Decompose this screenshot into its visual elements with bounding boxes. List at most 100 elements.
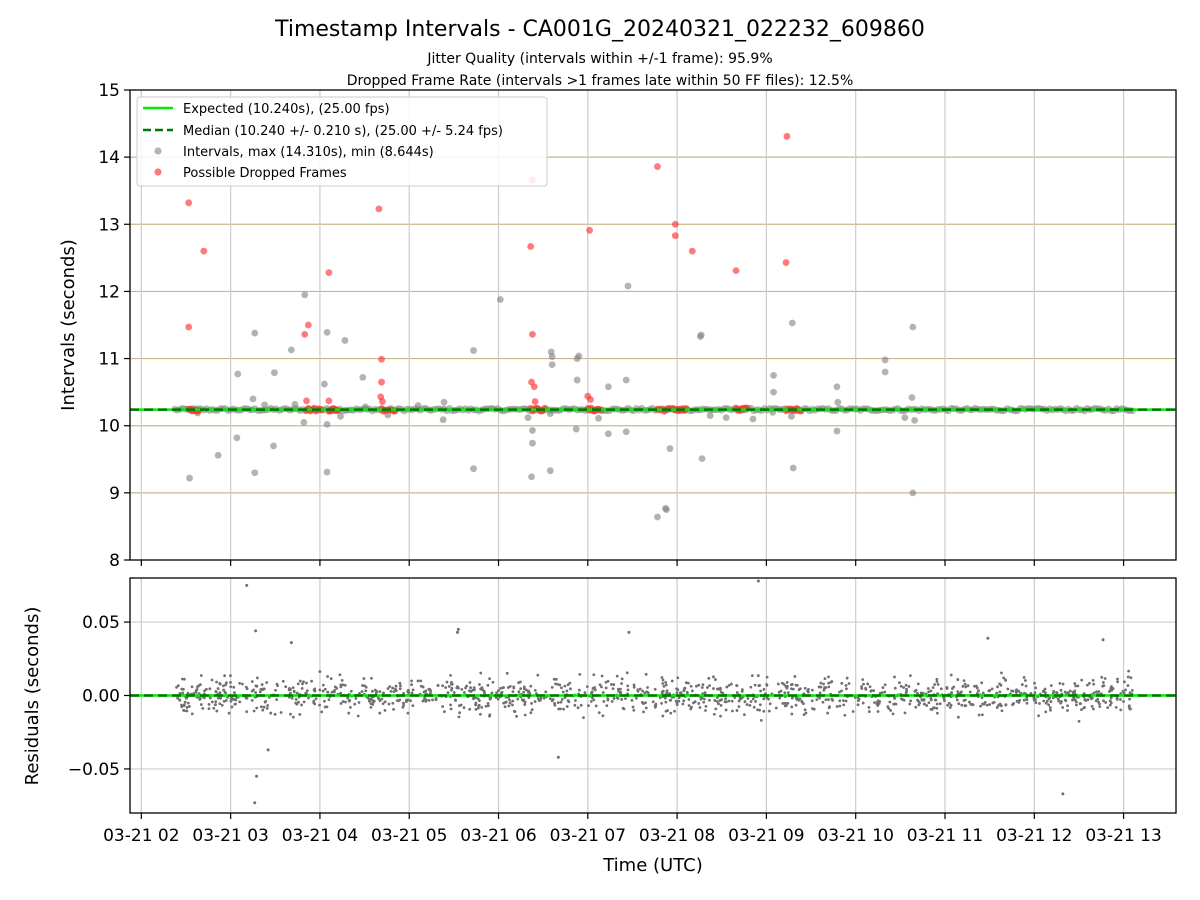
residual-point: [1061, 792, 1065, 796]
residual-point: [598, 683, 602, 687]
residual-point: [1092, 691, 1096, 695]
residual-point: [663, 696, 667, 700]
residual-point: [476, 706, 480, 710]
residual-point: [876, 704, 880, 707]
residual-point: [797, 698, 801, 702]
interval-point: [595, 414, 602, 422]
residual-point: [1058, 681, 1062, 685]
residual-point: [604, 686, 608, 690]
residual-point: [803, 686, 807, 690]
residual-point: [847, 682, 851, 685]
residual-point: [694, 684, 698, 688]
residual-point: [585, 685, 589, 688]
residual-point: [310, 679, 314, 683]
residual-point: [210, 678, 214, 682]
legend-intervals-swatch: [154, 147, 162, 155]
residual-point: [687, 698, 691, 701]
residual-point: [1037, 714, 1040, 718]
residual-point: [560, 698, 564, 701]
residual-point: [302, 700, 306, 704]
residual-point: [1106, 706, 1110, 710]
x-tick-label: 03-21 10: [817, 826, 893, 846]
residual-point: [449, 673, 452, 677]
residual-point: [185, 709, 189, 713]
residual-point: [927, 701, 931, 705]
interval-point: [548, 353, 556, 360]
residual-point: [441, 684, 445, 688]
residual-point: [1098, 705, 1102, 708]
residual-point: [576, 706, 580, 710]
residual-point: [262, 705, 266, 709]
residual-point: [219, 696, 223, 700]
residual-point: [255, 706, 259, 710]
residual-point: [970, 702, 974, 706]
residual-point: [883, 690, 887, 694]
residual-point: [1063, 690, 1067, 694]
residual-point: [185, 706, 189, 709]
residual-point: [190, 685, 194, 689]
residual-point: [234, 698, 238, 702]
residual-point: [742, 713, 746, 717]
residual-point: [746, 696, 750, 700]
residual-point: [371, 703, 375, 706]
residual-point: [712, 675, 715, 679]
residual-point: [1063, 698, 1067, 702]
residual-point: [513, 710, 517, 713]
residual-point: [786, 691, 790, 695]
residual-point: [1073, 689, 1077, 693]
residual-point: [981, 702, 985, 706]
residual-point: [208, 687, 212, 691]
residual-point: [479, 671, 483, 675]
interval-point: [440, 398, 448, 406]
residual-point: [661, 678, 665, 682]
residual-point: [458, 711, 462, 715]
residual-point: [187, 705, 191, 708]
interval-point: [470, 347, 477, 354]
residual-point: [445, 680, 449, 684]
intervals-y-tick-label: 8: [109, 551, 120, 571]
intervals-y-axis-label: Intervals (seconds): [58, 239, 79, 411]
dropped-frame-point: [303, 397, 310, 405]
residual-point: [224, 683, 228, 687]
residual-point: [507, 704, 511, 708]
interval-point: [233, 434, 241, 442]
residual-point: [323, 687, 327, 691]
residual-point: [804, 711, 808, 715]
dropped-frame-point: [671, 220, 679, 228]
residual-point: [227, 711, 231, 715]
residual-point: [923, 702, 926, 706]
residual-point: [554, 677, 558, 681]
residual-point: [947, 701, 951, 705]
residual-point: [533, 688, 537, 692]
residual-point: [494, 696, 498, 700]
residual-point: [725, 685, 729, 689]
residual-point: [790, 687, 793, 691]
residual-point: [891, 712, 895, 716]
residual-point: [1061, 682, 1065, 686]
residual-point: [887, 707, 891, 710]
residual-point: [626, 684, 630, 688]
dropped-frame-point: [586, 226, 594, 234]
residual-point: [737, 705, 741, 709]
residual-point: [735, 684, 739, 688]
residual-point: [265, 706, 269, 710]
residual-point: [254, 629, 258, 633]
residual-point: [943, 699, 946, 703]
residual-point: [1090, 696, 1094, 700]
residual-point: [233, 702, 237, 706]
residual-point: [326, 690, 330, 694]
residual-point: [452, 691, 456, 694]
residual-point: [878, 691, 882, 695]
residual-point: [429, 689, 433, 693]
dropped-frame-point: [185, 199, 193, 207]
residual-point: [902, 698, 906, 702]
residual-point: [946, 703, 950, 707]
residual-point: [721, 691, 725, 695]
residual-point: [519, 687, 523, 691]
residual-point: [1088, 681, 1091, 685]
residual-point: [670, 679, 674, 683]
residual-point: [1033, 681, 1036, 685]
dropped-frame-point: [529, 331, 536, 338]
interval-point: [722, 414, 730, 422]
residual-point: [318, 703, 321, 707]
